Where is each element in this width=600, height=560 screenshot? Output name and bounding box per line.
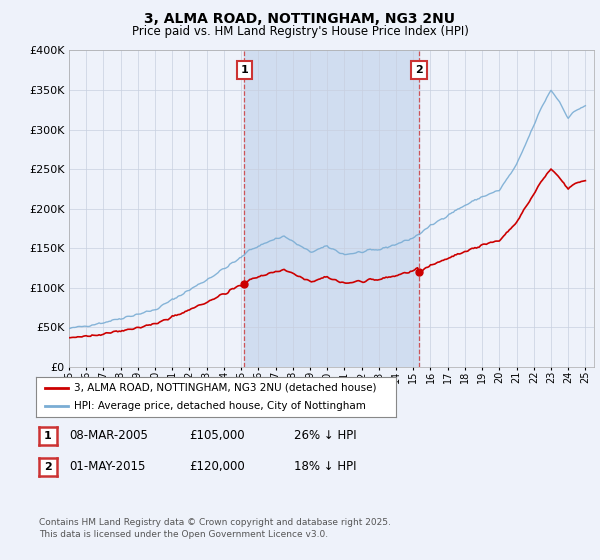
Text: 26% ↓ HPI: 26% ↓ HPI xyxy=(294,430,356,442)
Text: 3, ALMA ROAD, NOTTINGHAM, NG3 2NU (detached house): 3, ALMA ROAD, NOTTINGHAM, NG3 2NU (detac… xyxy=(74,383,376,393)
Text: 1: 1 xyxy=(241,65,248,75)
Text: 2: 2 xyxy=(44,462,52,472)
Text: 3, ALMA ROAD, NOTTINGHAM, NG3 2NU: 3, ALMA ROAD, NOTTINGHAM, NG3 2NU xyxy=(145,12,455,26)
Text: 01-MAY-2015: 01-MAY-2015 xyxy=(69,460,145,473)
Text: 08-MAR-2005: 08-MAR-2005 xyxy=(69,430,148,442)
Text: HPI: Average price, detached house, City of Nottingham: HPI: Average price, detached house, City… xyxy=(74,402,365,411)
Bar xyxy=(244,50,419,367)
Text: 1: 1 xyxy=(44,431,52,441)
Text: Price paid vs. HM Land Registry's House Price Index (HPI): Price paid vs. HM Land Registry's House … xyxy=(131,25,469,38)
Text: 2: 2 xyxy=(415,65,423,75)
Text: 18% ↓ HPI: 18% ↓ HPI xyxy=(294,460,356,473)
Text: Contains HM Land Registry data © Crown copyright and database right 2025.
This d: Contains HM Land Registry data © Crown c… xyxy=(39,518,391,539)
Text: £105,000: £105,000 xyxy=(189,430,245,442)
Text: £120,000: £120,000 xyxy=(189,460,245,473)
